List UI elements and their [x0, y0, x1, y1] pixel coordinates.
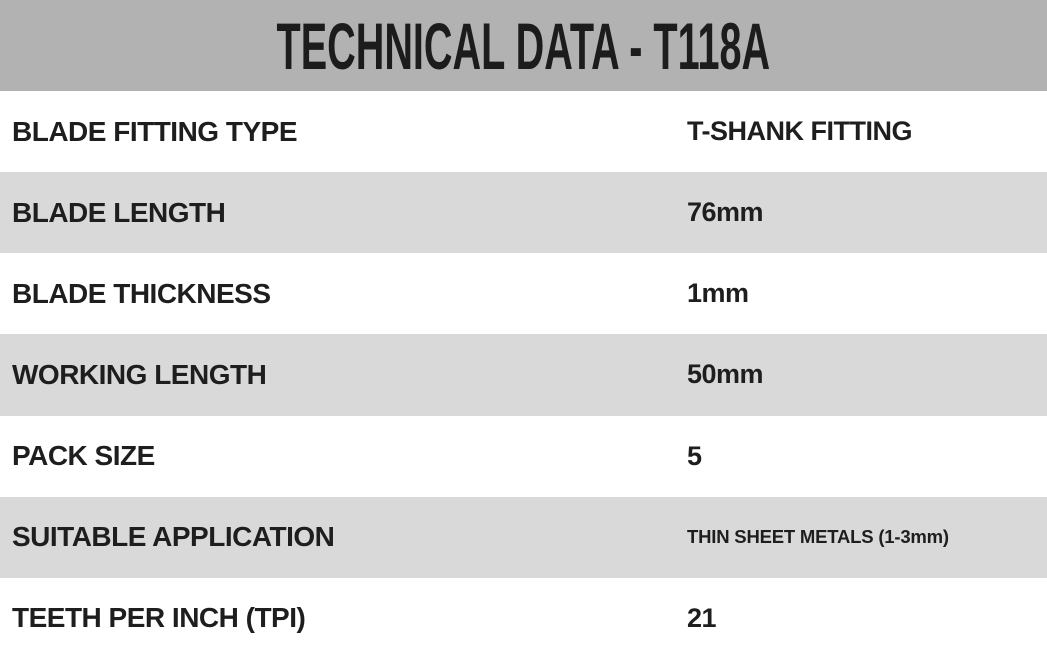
table-row: BLADE FITTING TYPE T-SHANK FITTING [0, 91, 1047, 173]
spec-table: BLADE FITTING TYPE T-SHANK FITTING BLADE… [0, 91, 1047, 659]
spec-label: SUITABLE APPLICATION [12, 521, 335, 553]
table-row: PACK SIZE 5 [0, 415, 1047, 497]
spec-label: PACK SIZE [12, 440, 155, 472]
table-row: TEETH PER INCH (TPI) 21 [0, 577, 1047, 659]
spec-value: 76mm [687, 197, 764, 228]
header-banner: TECHNICAL DATA - T118A [0, 0, 1047, 91]
spec-value: 21 [687, 602, 717, 633]
spec-value: THIN SHEET METALS (1-3mm) [687, 526, 949, 548]
page-title: TECHNICAL DATA - T118A [276, 8, 771, 83]
spec-label: BLADE FITTING TYPE [12, 115, 298, 147]
spec-value: 50mm [687, 359, 764, 390]
spec-value: T-SHANK FITTING [687, 116, 912, 147]
spec-label: WORKING LENGTH [12, 358, 267, 390]
spec-label: TEETH PER INCH (TPI) [12, 602, 306, 634]
spec-label: BLADE LENGTH [12, 196, 226, 228]
table-row: WORKING LENGTH 50mm [0, 334, 1047, 416]
table-row: BLADE THICKNESS 1mm [0, 253, 1047, 335]
table-row: SUITABLE APPLICATION THIN SHEET METALS (… [0, 496, 1047, 578]
spec-label: BLADE THICKNESS [12, 277, 271, 309]
spec-value: 1mm [687, 278, 749, 309]
spec-value: 5 [687, 440, 702, 471]
table-row: BLADE LENGTH 76mm [0, 172, 1047, 254]
